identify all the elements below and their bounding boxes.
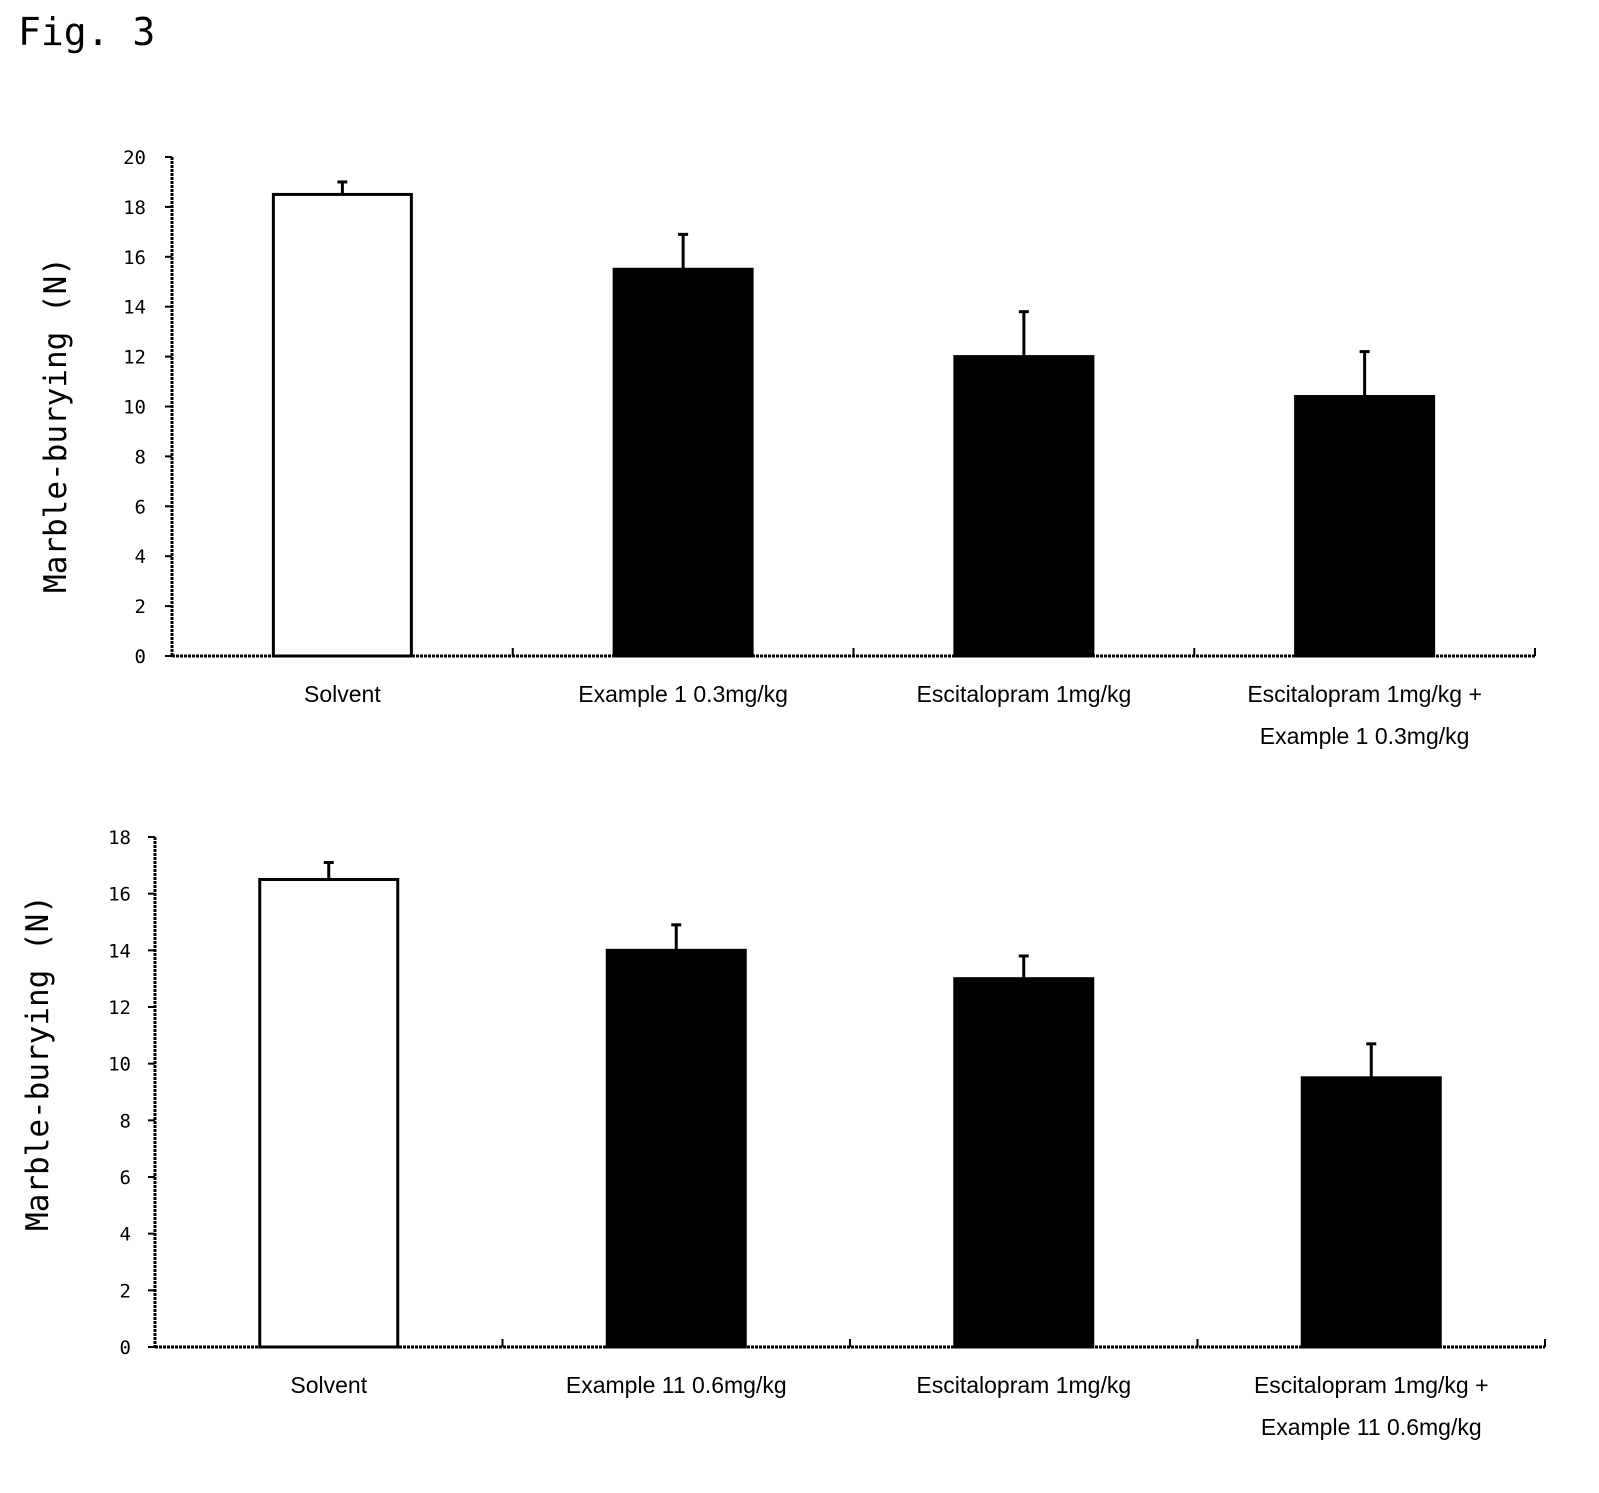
y-tick-label: 8 [120, 1110, 131, 1132]
category-label: Example 11 0.6mg/kg [566, 1372, 787, 1398]
category-label: Escitalopram 1mg/kg [917, 681, 1132, 707]
bar [605, 948, 747, 1349]
y-tick-label: 4 [135, 546, 146, 568]
y-tick-label: 18 [108, 827, 131, 849]
y-tick-label: 20 [123, 147, 146, 169]
y-tick-label: 12 [123, 347, 146, 369]
y-tick-label: 10 [108, 1054, 131, 1076]
y-tick-label: 0 [120, 1337, 131, 1359]
category-label: Example 1 0.3mg/kg [1260, 723, 1470, 749]
y-tick-label: 16 [123, 247, 146, 269]
category-label: Example 11 0.6mg/kg [1261, 1414, 1482, 1440]
category-label: Solvent [304, 681, 381, 707]
bar [271, 192, 413, 658]
bar [1294, 395, 1436, 658]
category-label: Example 1 0.3mg/kg [578, 681, 788, 707]
y-tick-label: 6 [120, 1167, 131, 1189]
y-tick-label: 8 [135, 446, 146, 468]
y-tick-label: 10 [123, 397, 146, 419]
bar [612, 267, 754, 658]
y-tick-label: 12 [108, 997, 131, 1019]
y-tick-label: 14 [108, 940, 131, 962]
y-tick-label: 6 [135, 496, 146, 518]
y-tick-label: 2 [135, 596, 146, 618]
figure-label: Fig. 3 [18, 10, 156, 54]
y-tick-label: 4 [120, 1224, 131, 1246]
bar [1300, 1076, 1442, 1349]
y-tick-label: 16 [108, 884, 131, 906]
bar [258, 878, 400, 1349]
category-label: Escitalopram 1mg/kg + [1254, 1372, 1489, 1398]
category-label: Escitalopram 1mg/kg + [1247, 681, 1482, 707]
category-label: Escitalopram 1mg/kg [916, 1372, 1131, 1398]
y-tick-label: 0 [135, 646, 146, 668]
y-axis-label: Marble-burying (N) [20, 895, 56, 1231]
y-axis-label: Marble-burying (N) [38, 257, 74, 593]
y-tick-label: 2 [120, 1280, 131, 1302]
chart-2: 0 2 4 6 8 10 12 14 16 18 Marble-burying (N) Solvent… [20, 827, 1546, 1440]
bar [953, 977, 1095, 1349]
chart-1: 0 2 4 6 8 10 12 14 16 18 20 Marble-burying (N) Solve… [38, 147, 1536, 749]
y-tick-label: 18 [123, 197, 146, 219]
bar [953, 355, 1095, 658]
y-tick-label: 14 [123, 297, 146, 319]
category-label: Solvent [290, 1372, 367, 1398]
